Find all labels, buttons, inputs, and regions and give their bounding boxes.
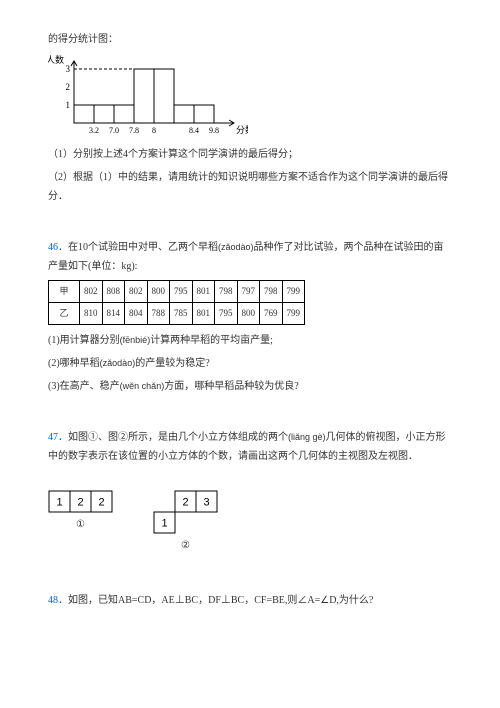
cell: 798 bbox=[260, 281, 283, 303]
cell: 800 bbox=[237, 303, 260, 325]
label-1: ① bbox=[76, 515, 85, 534]
t: 方面，哪种早稻品种较为优良? bbox=[164, 381, 298, 392]
cell: 810 bbox=[80, 303, 103, 325]
q48-number: 48． bbox=[48, 595, 68, 606]
q47-number: 47． bbox=[48, 432, 68, 443]
table-row: 乙 810 814 804 788 785 801 795 800 769 79… bbox=[49, 303, 305, 325]
svg-text:1: 1 bbox=[66, 100, 71, 110]
svg-text:分数: 分数 bbox=[236, 124, 248, 135]
svg-text:8.4: 8.4 bbox=[189, 126, 199, 135]
svg-text:人数: 人数 bbox=[48, 54, 64, 65]
row-label: 甲 bbox=[49, 281, 80, 303]
t: 计算两种早稻的平均亩产量; bbox=[150, 335, 273, 346]
svg-text:2: 2 bbox=[182, 497, 188, 509]
cell: 804 bbox=[125, 303, 148, 325]
svg-text:1: 1 bbox=[161, 518, 167, 530]
q47-text-a: 如图①、图②所示，是由几个小立方体组成的两个 bbox=[68, 432, 288, 443]
q46-pinyin-a: (zǎodào) bbox=[218, 242, 254, 252]
cell: 795 bbox=[215, 303, 238, 325]
svg-text:3: 3 bbox=[66, 64, 71, 74]
q48-line: 48．如图，已知AB=CD，AE⊥BC，DF⊥BC，CF=BE,则∠A=∠D,为… bbox=[48, 591, 452, 610]
cell: 802 bbox=[125, 281, 148, 303]
cube-group-2: 2 3 1 ② bbox=[153, 490, 218, 555]
table-row: 甲 802 808 802 800 795 801 798 797 798 79… bbox=[49, 281, 305, 303]
page-root: 的得分统计图： 人数分数 1 2 3 3.2 7.0 7.8 8 8.4 9.8 （1）分别按上述… bbox=[0, 0, 500, 708]
t: (3)在高产、稳产 bbox=[48, 381, 120, 392]
cell: 799 bbox=[282, 303, 305, 325]
q-chart-1: （1）分别按上述4个方案计算这个同学演讲的最后得分； bbox=[48, 145, 452, 164]
intro-text: 的得分统计图： bbox=[48, 30, 452, 49]
svg-text:8: 8 bbox=[152, 126, 156, 135]
chart-svg: 人数分数 1 2 3 3.2 7.0 7.8 8 8.4 9.8 bbox=[48, 53, 248, 139]
q46-number: 46． bbox=[48, 242, 68, 253]
svg-text:2: 2 bbox=[98, 497, 104, 509]
label-2: ② bbox=[181, 536, 190, 555]
cell: 800 bbox=[147, 281, 170, 303]
cell: 801 bbox=[192, 281, 215, 303]
cell: 795 bbox=[170, 281, 193, 303]
cell: 798 bbox=[215, 281, 238, 303]
svg-text:2: 2 bbox=[77, 497, 83, 509]
q-chart-2: （2）根据（1）中的结果，请用统计的知识说明哪些方案不适合作为这个同学演讲的最后… bbox=[48, 168, 452, 206]
q48-text: 如图，已知AB=CD，AE⊥BC，DF⊥BC，CF=BE,则∠A=∠D,为什么? bbox=[68, 595, 373, 606]
cell: 808 bbox=[102, 281, 125, 303]
bar-chart: 人数分数 1 2 3 3.2 7.0 7.8 8 8.4 9.8 bbox=[48, 53, 452, 139]
q46-text-a: 在10个试验田中对甲、乙两个早稻 bbox=[68, 242, 218, 253]
svg-text:3: 3 bbox=[203, 497, 209, 509]
cell: 814 bbox=[102, 303, 125, 325]
t: (1)用计算器分别 bbox=[48, 335, 120, 346]
cell: 797 bbox=[237, 281, 260, 303]
svg-text:7.8: 7.8 bbox=[129, 126, 139, 135]
cell: 801 bbox=[192, 303, 215, 325]
q47-pin: (liǎng gè) bbox=[288, 432, 326, 442]
cube-group-1: 1 2 2 ① bbox=[48, 490, 113, 534]
cell: 785 bbox=[170, 303, 193, 325]
t: 的产量较为稳定? bbox=[135, 358, 209, 369]
spacer bbox=[48, 400, 452, 428]
svg-text:1: 1 bbox=[56, 497, 62, 509]
p: (zǎodào) bbox=[100, 358, 136, 368]
cell: 788 bbox=[147, 303, 170, 325]
cell: 802 bbox=[80, 281, 103, 303]
cube-views-container: 1 2 2 ① 2 3 1 ② bbox=[48, 490, 452, 555]
spacer bbox=[48, 470, 452, 480]
spacer bbox=[48, 563, 452, 591]
q46-sub3: (3)在高产、稳产(wěn chǎn)方面，哪种早稻品种较为优良? bbox=[48, 377, 452, 396]
spacer bbox=[48, 210, 452, 238]
row-label: 乙 bbox=[49, 303, 80, 325]
cube-svg-2: 2 3 1 bbox=[153, 490, 218, 534]
svg-text:7.0: 7.0 bbox=[109, 126, 119, 135]
q46-sub2: (2)哪种早稻(zǎodào)的产量较为稳定? bbox=[48, 354, 452, 373]
svg-text:2: 2 bbox=[66, 82, 71, 92]
q47-line: 47．如图①、图②所示，是由几个小立方体组成的两个(liǎng gè)几何体的俯… bbox=[48, 428, 452, 466]
cell: 769 bbox=[260, 303, 283, 325]
cell: 799 bbox=[282, 281, 305, 303]
cube-svg-1: 1 2 2 bbox=[48, 490, 113, 513]
p: (wěn chǎn) bbox=[120, 381, 165, 391]
svg-text:3.2: 3.2 bbox=[89, 126, 99, 135]
q46-sub1: (1)用计算器分别(fēnbié)计算两种早稻的平均亩产量; bbox=[48, 331, 452, 350]
svg-text:9.8: 9.8 bbox=[209, 126, 219, 135]
t: (2)哪种早稻 bbox=[48, 358, 100, 369]
q46-line1: 46．在10个试验田中对甲、乙两个早稻(zǎodào)品种作了对比试验，两个品种… bbox=[48, 238, 452, 276]
p: (fēnbié) bbox=[120, 335, 151, 345]
rice-table: 甲 802 808 802 800 795 801 798 797 798 79… bbox=[48, 280, 305, 325]
